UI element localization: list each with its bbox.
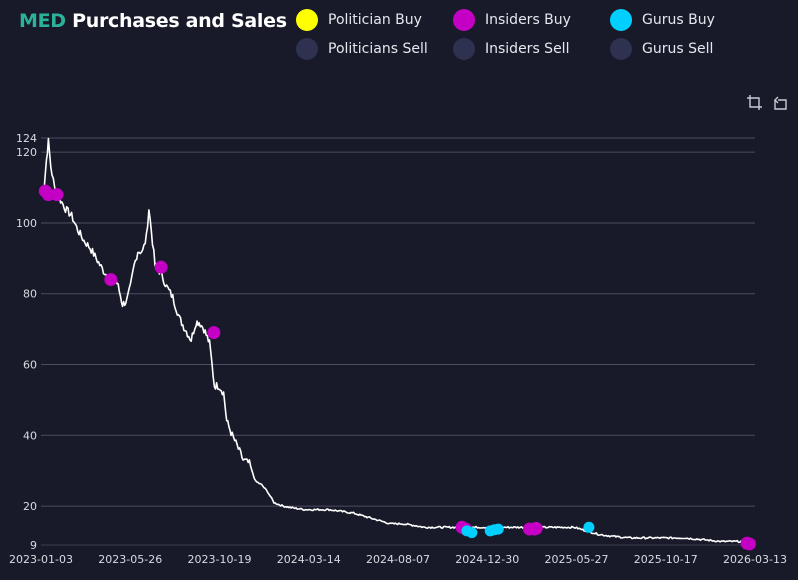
x-tick-label: 2024-03-14 (277, 553, 341, 566)
y-tick-label: 80 (23, 288, 37, 301)
ticker-symbol: MED (19, 10, 66, 32)
rotate-ccw-icon[interactable] (772, 95, 787, 110)
legend-label-gurus-sell: Gurus Sell (642, 41, 714, 57)
insiders-buy-marker (742, 537, 756, 551)
price-line (40, 137, 756, 544)
x-tick-label: 2025-05-27 (545, 553, 609, 566)
gurus-buy-marker (492, 523, 504, 535)
legend-dot-politician-buy (296, 9, 318, 31)
legend-label-insiders-buy: Insiders Buy (485, 12, 571, 28)
y-tick-label: 100 (16, 217, 37, 230)
legend-label-politician-buy: Politician Buy (328, 12, 422, 28)
x-tick-label: 2024-12-30 (455, 553, 519, 566)
legend-label-politicians-sell: Politicians Sell (328, 41, 428, 57)
legend: Politician Buy Insiders Buy Gurus Buy Po… (0, 0, 798, 70)
legend-dot-politicians-sell (296, 38, 318, 60)
x-tick-label: 2023-10-19 (188, 553, 252, 566)
insiders-buy-marker (50, 188, 64, 202)
crop-icon[interactable] (747, 95, 762, 110)
legend-item-gurus-buy[interactable]: Gurus Buy (610, 9, 715, 31)
chart-title-text: Purchases and Sales (72, 10, 287, 32)
legend-dot-insiders-buy (453, 9, 475, 31)
legend-dot-insiders-sell (453, 38, 475, 60)
legend-item-politicians-sell[interactable]: Politicians Sell (296, 38, 428, 60)
y-tick-label: 60 (23, 359, 37, 372)
y-tick-label: 9 (30, 539, 37, 552)
legend-item-gurus-sell[interactable]: Gurus Sell (610, 38, 713, 60)
insiders-buy-marker (154, 260, 168, 274)
y-tick-label: 124 (16, 132, 37, 145)
y-tick-label: 20 (23, 500, 37, 513)
insiders-buy-marker (207, 326, 221, 340)
legend-label-insiders-sell: Insiders Sell (485, 41, 570, 57)
legend-item-insiders-sell[interactable]: Insiders Sell (453, 38, 569, 60)
insiders-buy-marker (104, 273, 118, 287)
gurus-buy-marker (583, 521, 595, 533)
x-tick-label: 2025-10-17 (634, 553, 698, 566)
insiders-buy-marker (529, 521, 543, 535)
legend-label-gurus-buy: Gurus Buy (642, 12, 715, 28)
y-tick-label: 40 (23, 429, 37, 442)
x-tick-label: 2023-01-03 (9, 553, 73, 566)
legend-item-politician-buy[interactable]: Politician Buy (296, 9, 422, 31)
y-tick-label: 120 (16, 146, 37, 159)
gurus-buy-marker (466, 527, 478, 539)
legend-item-insiders-buy[interactable]: Insiders Buy (453, 9, 571, 31)
chart-title: MED Purchases and Sales (19, 10, 287, 32)
x-tick-label: 2024-08-07 (366, 553, 430, 566)
legend-dot-gurus-buy (610, 9, 632, 31)
legend-dot-gurus-sell (610, 38, 632, 60)
x-tick-label: 2023-05-26 (98, 553, 162, 566)
x-tick-label: 2026-03-13 (723, 553, 787, 566)
